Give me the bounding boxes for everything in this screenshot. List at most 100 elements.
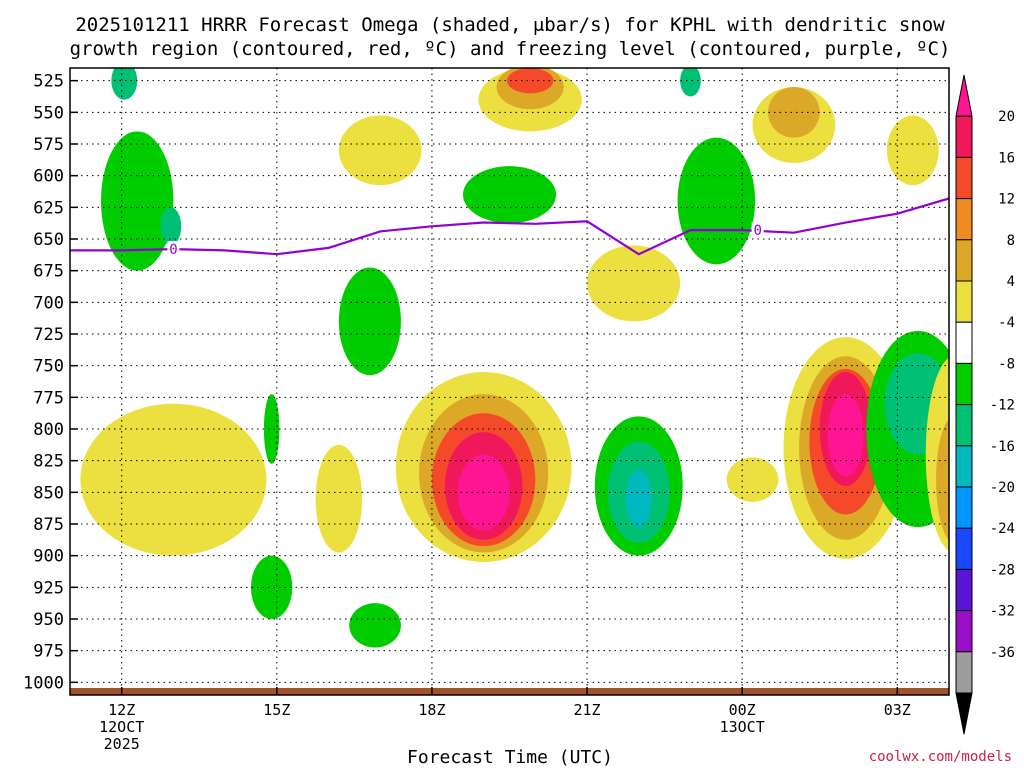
colorbar-label: -12 bbox=[990, 398, 1015, 414]
omega-region bbox=[925, 357, 949, 551]
omega-region bbox=[160, 207, 182, 246]
colorbar-swatch bbox=[955, 610, 973, 653]
y-tick-label: 800 bbox=[33, 420, 64, 440]
y-tick-label: 575 bbox=[33, 135, 64, 155]
omega-region bbox=[726, 457, 779, 502]
omega-region bbox=[677, 137, 756, 265]
contour-label-bg bbox=[167, 241, 180, 256]
y-tick-label: 525 bbox=[33, 72, 64, 92]
omega-region bbox=[315, 444, 363, 553]
y-tick-label: 850 bbox=[33, 483, 64, 503]
x-axis-label: Forecast Time (UTC) bbox=[407, 747, 613, 768]
omega-region bbox=[338, 267, 401, 376]
y-tick-label: 1000 bbox=[23, 673, 64, 693]
colorbar-label: 12 bbox=[998, 192, 1015, 208]
y-tick-label: 925 bbox=[33, 578, 64, 598]
omega-region bbox=[936, 418, 949, 541]
colorbar-swatch bbox=[955, 239, 973, 282]
y-tick-label: 650 bbox=[33, 230, 64, 250]
omega-shading bbox=[80, 68, 949, 648]
freezing-level-contour: 00 bbox=[70, 197, 949, 258]
omega-region bbox=[338, 115, 422, 186]
omega-region bbox=[680, 68, 701, 97]
colorbar-label: -24 bbox=[990, 521, 1015, 537]
x-tick-label: 12OCT bbox=[99, 718, 144, 736]
freezing-level-label: 0 bbox=[169, 242, 177, 258]
colorbar-swatch bbox=[955, 321, 973, 364]
chart-title-line-1: 2025101211 HRRR Forecast Omega (shaded, … bbox=[75, 14, 945, 36]
chart-title-line-2: growth region (contoured, red, ºC) and f… bbox=[70, 38, 951, 60]
freezing-level-line bbox=[70, 197, 949, 256]
plot-area: 00 bbox=[70, 68, 949, 695]
colorbar-swatch bbox=[955, 651, 973, 694]
y-tick-label: 900 bbox=[33, 547, 64, 567]
y-tick-label: 750 bbox=[33, 357, 64, 377]
y-tick-label: 775 bbox=[33, 388, 64, 408]
colorbar-label: 4 bbox=[1007, 274, 1015, 290]
colorbar-label: 8 bbox=[1007, 233, 1015, 249]
colorbar-label: -32 bbox=[990, 604, 1015, 620]
watermark-text: coolwx.com/models bbox=[869, 749, 1012, 765]
x-tick-label: 03Z bbox=[884, 701, 911, 719]
x-tick-label: 00Z bbox=[729, 701, 756, 719]
colorbar-label: -28 bbox=[990, 562, 1015, 578]
colorbar-swatch bbox=[955, 362, 973, 406]
y-tick-label: 675 bbox=[33, 262, 64, 282]
x-tick-label: 15Z bbox=[263, 701, 290, 719]
omega-region bbox=[462, 166, 557, 224]
omega-region bbox=[827, 394, 864, 477]
colorbar-swatch bbox=[955, 115, 973, 158]
y-tick-label: 625 bbox=[33, 198, 64, 218]
omega-region bbox=[349, 603, 401, 648]
omega-region bbox=[80, 403, 267, 556]
colorbar-swatch bbox=[955, 568, 973, 612]
y-tick-label: 725 bbox=[33, 325, 64, 345]
contour-label-bg bbox=[751, 222, 764, 237]
y-tick-label: 950 bbox=[33, 610, 64, 630]
colorbar-swatch bbox=[955, 198, 973, 241]
y-tick-label: 700 bbox=[33, 293, 64, 313]
x-tick-label: 21Z bbox=[574, 701, 601, 719]
colorbar-label: 20 bbox=[998, 109, 1015, 125]
colorbar-bottom-arrow bbox=[955, 692, 973, 735]
omega-region bbox=[625, 470, 652, 528]
colorbar-label: -16 bbox=[990, 439, 1015, 455]
x-tick-label: 13OCT bbox=[720, 718, 765, 736]
y-axis: 525 550 575 600 625 650 675 700 725 750 775 800 825 8… bbox=[23, 72, 78, 693]
y-tick-label: 825 bbox=[33, 452, 64, 472]
freezing-level-label: 0 bbox=[753, 223, 761, 239]
x-tick-label: 12Z bbox=[108, 701, 135, 719]
omega-region bbox=[263, 394, 280, 464]
x-tick-label: 2025 bbox=[104, 735, 140, 753]
colorbar-label: -36 bbox=[990, 645, 1015, 661]
omega-region bbox=[886, 115, 939, 186]
omega-region bbox=[101, 131, 174, 271]
colorbar-legend: 20 16 12 8 4 -4 -8 -12 -16 -20 -24 -28 -32 -36 bbox=[955, 74, 1015, 735]
omega-region bbox=[111, 68, 138, 100]
colorbar-swatch bbox=[955, 404, 973, 447]
plot-frame bbox=[69, 67, 950, 696]
colorbar-swatch bbox=[955, 280, 973, 323]
omega-region bbox=[768, 87, 820, 138]
colorbar-swatch bbox=[955, 486, 973, 529]
omega-region bbox=[587, 245, 681, 322]
y-tick-label: 975 bbox=[33, 642, 64, 662]
colorbar-label: -20 bbox=[990, 480, 1015, 496]
colorbar-swatch bbox=[955, 527, 973, 570]
omega-region bbox=[250, 555, 293, 619]
colorbar-swatch bbox=[955, 156, 973, 200]
y-tick-label: 875 bbox=[33, 515, 64, 535]
colorbar-swatch bbox=[955, 445, 973, 488]
x-tick-label: 18Z bbox=[418, 701, 445, 719]
colorbar-label: -4 bbox=[998, 315, 1015, 331]
omega-region bbox=[506, 68, 554, 94]
colorbar-label: -8 bbox=[998, 356, 1015, 372]
y-tick-label: 600 bbox=[33, 167, 64, 187]
colorbar-top-arrow bbox=[955, 74, 973, 117]
dotted-gridlines bbox=[70, 68, 949, 695]
terrain-band bbox=[70, 688, 949, 695]
colorbar-label: 16 bbox=[998, 150, 1015, 166]
y-tick-label: 550 bbox=[33, 103, 64, 123]
